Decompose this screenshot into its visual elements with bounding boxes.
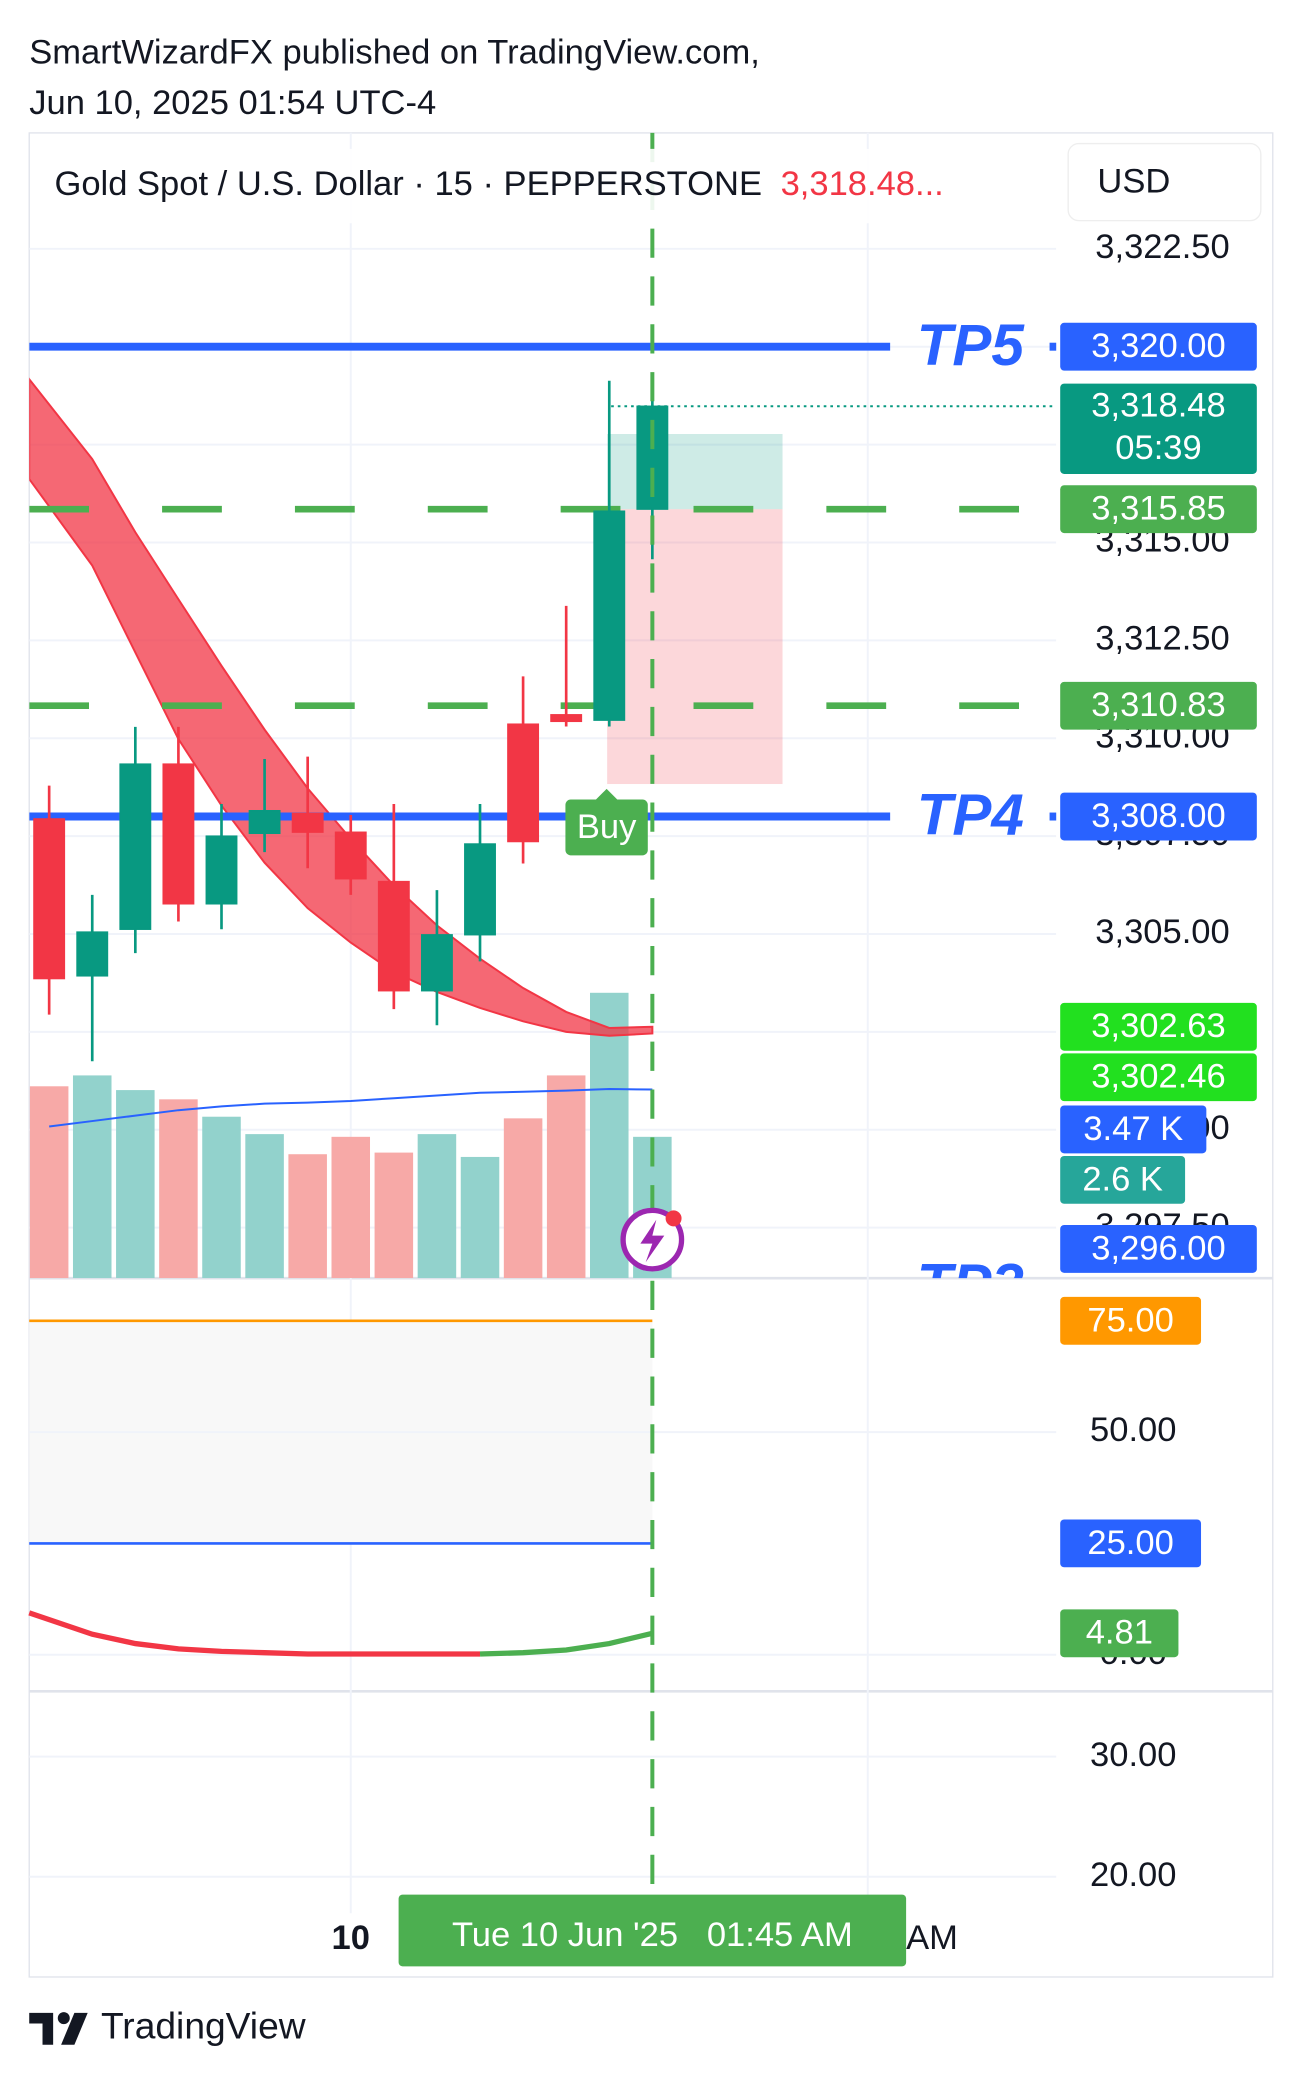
candle-body (593, 510, 626, 721)
axis-badge (1060, 1053, 1257, 1102)
volume-bar (503, 1118, 543, 1279)
axis-badge-label: 3,296.00 (1091, 1229, 1225, 1267)
signal-label: Buy (577, 808, 637, 846)
legend-title: Gold Spot / U.S. Dollar · 15 · PEPPERSTO… (54, 165, 762, 203)
time-badge (398, 1894, 907, 1967)
level-name: TP4 (917, 783, 1024, 848)
level-name: TP5 (917, 313, 1026, 378)
axis-badge (1060, 1155, 1186, 1204)
volume-bar (546, 1075, 586, 1279)
footer-brand: TradingView (101, 2005, 306, 2047)
volume (29, 992, 672, 1279)
x-tick-label: AM (906, 1919, 958, 1957)
signal-pointer (595, 788, 618, 800)
candle-body (119, 763, 152, 930)
y-tick-label: 20.00 (1090, 1856, 1176, 1894)
volume-bar (331, 1136, 371, 1279)
candle-body (33, 818, 66, 980)
volume-bar (245, 1134, 284, 1279)
axis-badge (1060, 383, 1257, 474)
axis-badge-label: 2.6 K (1082, 1160, 1163, 1198)
axis-badge-label: 3.47 K (1083, 1110, 1183, 1148)
axis-badge-label: 3,318.48 (1091, 387, 1225, 425)
y-tick-label: 75.00 (1087, 1301, 1173, 1339)
candle-body (334, 831, 367, 880)
candle-body (291, 812, 324, 833)
candles: Buy (33, 380, 669, 1062)
overlay-layer: Gold Spot / U.S. Dollar · 15 · PEPPERSTO… (37, 142, 1262, 1272)
axis-badge (1060, 1609, 1179, 1658)
volume-bar (116, 1090, 155, 1279)
y-tick-label: 3,322.50 (1095, 228, 1229, 266)
volume-bar (202, 1116, 241, 1279)
oscillator-line (28, 1610, 481, 1657)
levels: TP5 TP4 TP3 (29, 313, 1057, 1317)
alert-icon[interactable] (620, 1207, 685, 1272)
position-stop (607, 509, 783, 785)
volume-ma (49, 1088, 653, 1128)
x-tick-label: Tue 10 Jun '25 01:45 AM (452, 1916, 853, 1954)
axis-badge (1060, 322, 1257, 371)
candle-body (248, 809, 281, 835)
volume-bar (72, 1075, 112, 1279)
y-tick-label: 50.00 (1090, 1411, 1176, 1449)
axis-badge-label: 3,302.46 (1091, 1058, 1225, 1096)
chart-layer: 3,322.503,320.003,317.503,315.003,312.50… (28, 132, 1273, 1967)
axis-badge (1060, 1519, 1202, 1568)
axis-badge (1060, 1105, 1207, 1154)
level-dot (1049, 342, 1057, 351)
signal-label-box (565, 799, 648, 856)
candle-body (76, 931, 109, 977)
axis-badge (1060, 1296, 1202, 1345)
y-tick-label: 3,305.00 (1095, 913, 1229, 951)
x-tick-label: 10 (332, 1919, 370, 1957)
volume-bar (288, 1154, 327, 1279)
header-line: Jun 10, 2025 01:54 UTC-4 (29, 84, 436, 122)
level-dot (1049, 812, 1057, 821)
axis-badge-label: 3,310.83 (1091, 686, 1225, 724)
candle-body (162, 763, 195, 905)
header-line: SmartWizardFX published on TradingView.c… (29, 34, 760, 72)
currency-box[interactable] (1067, 142, 1262, 222)
y-tick-label: 30.00 (1090, 1736, 1176, 1774)
axis-badge-label: 3,320.00 (1091, 327, 1225, 365)
level-name: TP3 (917, 1252, 1024, 1317)
position-target (607, 434, 783, 510)
volume-bar (460, 1156, 500, 1279)
axis-badge (1060, 485, 1257, 534)
axis-badge (1060, 1225, 1257, 1273)
axis-badge (1060, 792, 1257, 841)
y-tick-label: 3,312.50 (1095, 619, 1229, 657)
legend-price: 3,318.48... (781, 165, 944, 203)
candle-body (550, 714, 583, 723)
axis-badge-label: 3,315.85 (1091, 490, 1225, 528)
axis-badge (1060, 681, 1257, 730)
volume-bar (417, 1134, 457, 1279)
candle-body (377, 880, 410, 992)
axis-badge-label: 3,308.00 (1091, 797, 1225, 835)
candle-body (507, 723, 540, 843)
axis-badge-label: 4.81 (1086, 1614, 1153, 1652)
candle-body (420, 934, 453, 992)
candle-body (464, 843, 496, 936)
currency: USD (1097, 163, 1170, 201)
y-tick-label: 25.00 (1087, 1524, 1173, 1562)
volume-bar (29, 1086, 69, 1279)
candle-body (205, 835, 238, 905)
axis-badge (1060, 1002, 1257, 1051)
oscillator-line (479, 1630, 653, 1657)
tradingview-logo (29, 2012, 88, 2045)
volume-bar (159, 1099, 198, 1279)
axis-badge-label: 3,302.63 (1091, 1007, 1225, 1045)
volume-bar (374, 1152, 414, 1279)
axis-badge-countdown: 05:39 (1115, 429, 1201, 467)
legend-box (37, 148, 1021, 224)
